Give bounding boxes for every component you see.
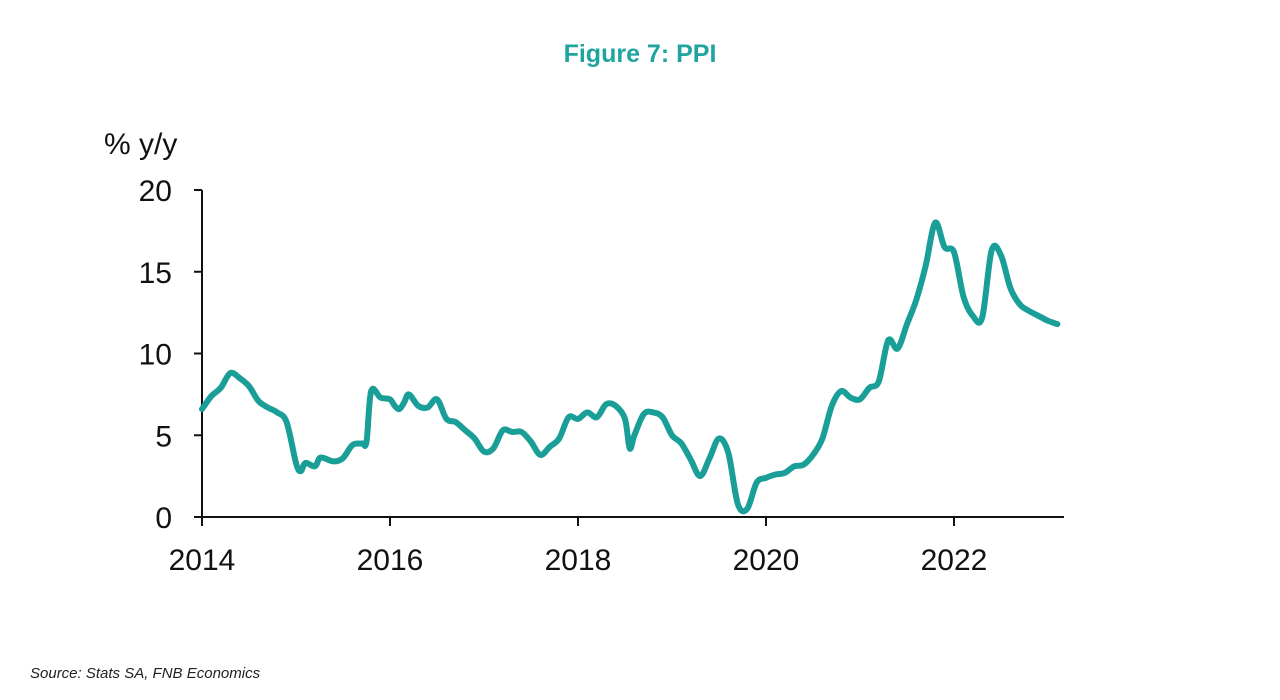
y-tick-label: 15 — [139, 257, 172, 290]
x-tick-label: 2016 — [357, 544, 424, 577]
y-axis-unit-label: % y/y — [104, 128, 177, 161]
y-tick-label: 10 — [139, 339, 172, 372]
chart-axes — [201, 190, 1064, 518]
y-tick-label: 20 — [139, 175, 172, 208]
x-tick-label: 2014 — [169, 544, 236, 577]
series-group — [199, 219, 1061, 515]
x-tick-label: 2018 — [545, 544, 612, 577]
source-note: Source: Stats SA, FNB Economics — [30, 665, 261, 682]
y-tick-label: 0 — [155, 502, 172, 535]
x-tick-label: 2022 — [921, 544, 988, 577]
y-tick-label: 5 — [155, 420, 172, 453]
x-tick-label: 2020 — [733, 544, 800, 577]
x-axis-ticks: 2014 2016 2018 2020 2022 — [169, 517, 988, 577]
y-axis-ticks: 0 5 10 15 20 — [139, 175, 202, 535]
chart-title: Figure 7: PPI — [563, 40, 717, 68]
ppi-series-line — [199, 219, 1061, 515]
